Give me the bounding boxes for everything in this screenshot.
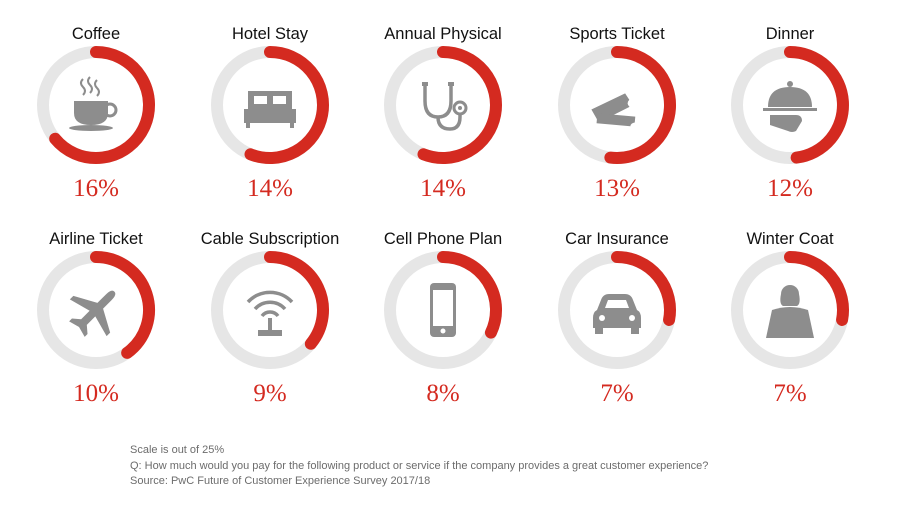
donut-ring	[731, 251, 849, 369]
donut-ring	[37, 46, 155, 164]
stethoscope-icon	[422, 82, 468, 131]
item-label: Cable Subscription	[200, 230, 340, 248]
item-percentage: 13%	[594, 175, 640, 202]
item-percentage: 8%	[426, 380, 460, 407]
donut-ring	[37, 251, 155, 369]
bed-icon	[244, 91, 296, 128]
item-percentage: 7%	[773, 380, 807, 407]
donut-card-annual-physical: Annual Physical 14%	[358, 25, 528, 215]
footer-notes: Scale is out of 25% Q: How much would yo…	[130, 443, 708, 490]
donut-value-arc	[90, 251, 155, 359]
donut-value-arc	[611, 251, 676, 326]
donut-value-arc	[604, 46, 677, 164]
item-percentage: 12%	[767, 175, 813, 202]
donut-card-cell-phone-plan: Cell Phone Plan 8%	[358, 230, 528, 420]
donut-card-dinner: Dinner 12%	[705, 25, 875, 215]
donut-value-arc	[264, 251, 329, 350]
coffee-cup-icon	[69, 76, 118, 131]
donut-value-arc	[417, 46, 502, 164]
coat-icon	[766, 285, 814, 338]
car-icon	[593, 294, 641, 334]
item-label: Annual Physical	[384, 25, 502, 43]
donut-card-car-insurance: Car Insurance 7%	[532, 230, 702, 420]
item-label: Car Insurance	[565, 230, 669, 248]
scale-note: Scale is out of 25%	[130, 444, 225, 456]
airplane-icon	[69, 290, 116, 337]
item-percentage: 9%	[253, 380, 287, 407]
item-label: Coffee	[71, 25, 121, 43]
wifi-router-icon	[246, 290, 294, 336]
item-percentage: 14%	[420, 175, 466, 202]
item-label: Sports Ticket	[569, 25, 665, 43]
smartphone-icon	[430, 283, 456, 337]
item-label: Winter Coat	[746, 230, 834, 248]
donut-card-coffee: Coffee 16%	[11, 25, 181, 215]
item-percentage: 16%	[73, 175, 119, 202]
ticket-icon	[591, 93, 636, 127]
item-label: Airline Ticket	[49, 230, 143, 248]
source-note: Source: PwC Future of Customer Experienc…	[130, 475, 431, 487]
donut-value-arc	[49, 46, 155, 164]
donut-value-arc	[784, 46, 849, 164]
donut-card-airline-ticket: Airline Ticket 10%	[11, 230, 181, 420]
donut-value-arc	[784, 251, 849, 326]
serving-cloche-icon	[763, 81, 817, 132]
donut-card-hotel-stay: Hotel Stay 14%	[185, 25, 355, 215]
donut-card-sports-ticket: Sports Ticket 13%	[532, 25, 702, 215]
survey-question: Q: How much would you pay for the follow…	[130, 459, 709, 472]
donut-ring	[211, 46, 329, 164]
donut-value-arc	[244, 46, 329, 164]
donut-ring	[558, 46, 677, 164]
donut-card-cable-subscription: Cable Subscription 9%	[185, 230, 355, 420]
item-label: Cell Phone Plan	[383, 230, 503, 248]
donut-card-winter-coat: Winter Coat 7%	[705, 230, 875, 420]
donut-ring	[384, 46, 502, 164]
donut-ring	[558, 251, 676, 369]
item-label: Dinner	[765, 25, 815, 43]
item-percentage: 14%	[247, 175, 293, 202]
donut-value-arc	[437, 251, 502, 339]
item-percentage: 10%	[73, 380, 119, 407]
item-percentage: 7%	[600, 380, 634, 407]
donut-ring	[384, 251, 502, 369]
donut-ring	[731, 46, 849, 164]
donut-ring	[211, 251, 329, 369]
item-label: Hotel Stay	[231, 25, 309, 43]
